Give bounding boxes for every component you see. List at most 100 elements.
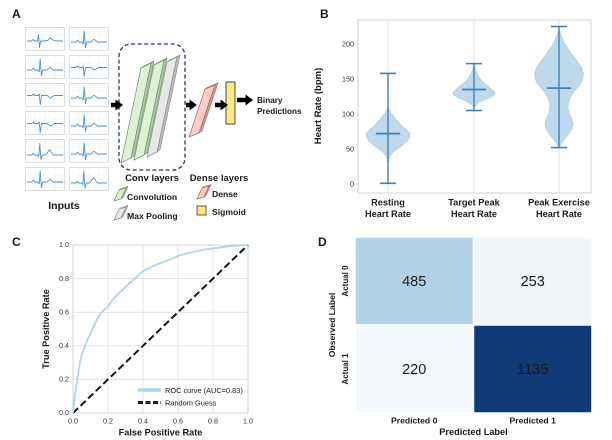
- panel-b-violin-plot: B 0 50 100 150 200 Heart Rate (bpm) Rest…: [313, 7, 592, 220]
- ecg-thumbnail: [25, 167, 65, 191]
- y-axis-title: True Positive Rate: [41, 289, 51, 369]
- maxpool-layer-slab: [146, 54, 181, 158]
- svg-text:0.0: 0.0: [59, 408, 69, 417]
- ecg-thumbnail: [69, 167, 109, 191]
- panel-c-label: C: [12, 235, 21, 249]
- flow-arrow-icon: [237, 94, 253, 106]
- sigmoid-legend-icon: [196, 205, 207, 216]
- dense-legend-icon: [196, 184, 212, 200]
- svg-text:0.8: 0.8: [208, 417, 218, 426]
- panel-a-label: A: [12, 7, 21, 21]
- legend-maxpooling-label: Max Pooling: [127, 211, 178, 221]
- cm-cell-0-0: [354, 236, 475, 326]
- ecg-thumbnail: [25, 83, 65, 107]
- output-label-line2: Predictions: [257, 107, 302, 116]
- roc-legend-label: ROC curve (AUC=0.83): [165, 386, 243, 395]
- y-axis-ticks: 0 50 100 150 200: [342, 40, 354, 189]
- svg-text:Heart Rate: Heart Rate: [365, 209, 411, 219]
- conv-layer-slab: [120, 60, 155, 164]
- svg-text:1.0: 1.0: [243, 417, 253, 426]
- col-label-predicted1: Predicted 1: [510, 416, 557, 426]
- ecg-thumbnail: [25, 55, 65, 79]
- panel-d-confusion-matrix: D 485 253 220 1135 Actual 0 Actual 1 Obs…: [318, 235, 593, 437]
- maxpooling-legend-icon: [113, 205, 129, 221]
- ecg-thumbnail: [69, 55, 109, 79]
- svg-text:0.4: 0.4: [138, 417, 148, 426]
- legend-convolution-label: Convolution: [127, 192, 177, 202]
- svg-text:0.0: 0.0: [68, 417, 78, 426]
- random-guess-legend-label: Random Guess: [165, 399, 217, 408]
- cm-value-0-0: 485: [402, 274, 426, 290]
- cm-cell-1-1: [472, 324, 593, 414]
- legend-layer-icons: [113, 184, 212, 221]
- svg-text:Target Peak: Target Peak: [448, 198, 500, 208]
- cm-cell-0-1: [472, 236, 593, 326]
- cm-value-0-1: 253: [521, 274, 545, 290]
- flow-arrow-icon: [186, 99, 197, 111]
- svg-text:Resting: Resting: [371, 198, 405, 208]
- ecg-thumbnail: [69, 83, 109, 107]
- row-label-actual0: Actual 0: [341, 265, 350, 297]
- cm-cell-1-0: [354, 324, 475, 414]
- svg-text:Heart Rate: Heart Rate: [536, 209, 582, 219]
- violin: [534, 25, 584, 149]
- svg-text:0: 0: [350, 180, 354, 189]
- y-axis-title: Heart Rate (bpm): [313, 68, 324, 145]
- convolution-legend-icon: [113, 186, 129, 202]
- flow-arrows: [111, 94, 253, 111]
- y-axis-title: Observed Label: [327, 293, 337, 357]
- ecg-thumbnail: [25, 139, 65, 163]
- svg-text:0.2: 0.2: [59, 375, 69, 384]
- panel-b-label: B: [320, 7, 329, 21]
- svg-text:Peak Exercise: Peak Exercise: [528, 198, 590, 208]
- ecg-thumbnail: [25, 27, 65, 51]
- sigmoid-layer-bar: [225, 81, 236, 125]
- svg-text:0.6: 0.6: [173, 417, 183, 426]
- legend-sigmoid-label: Sigmoid: [212, 207, 246, 217]
- dense-layers-caption: Dense layers: [190, 173, 249, 184]
- cm-value-1-0: 220: [402, 362, 426, 378]
- svg-text:100: 100: [342, 110, 354, 119]
- x-axis-title: False Positive Rate: [119, 428, 203, 438]
- svg-text:0.2: 0.2: [103, 417, 113, 426]
- panel-a-architecture-diagram: A Inputs Conv layers Dense layers Binary…: [12, 7, 302, 221]
- layer-slabs: [120, 54, 219, 164]
- random-guess-line: [72, 244, 249, 414]
- svg-text:150: 150: [342, 75, 354, 84]
- category-labels: Resting Heart Rate Target Peak Heart Rat…: [365, 198, 590, 220]
- architecture-legend: Convolution Max Pooling Dense Sigmoid: [113, 184, 246, 221]
- panel-c-roc-plot: C 0.0 0.2 0.4 0.6 0.8 1.0 0.0 0.2 0.4 0.…: [12, 235, 253, 438]
- violin: [365, 72, 411, 185]
- svg-text:0.6: 0.6: [59, 307, 69, 316]
- panel-d-label: D: [318, 235, 327, 249]
- row-label-actual1: Actual 1: [341, 353, 350, 385]
- ecg-input-thumbnails: [25, 27, 109, 191]
- svg-text:50: 50: [346, 145, 354, 154]
- svg-text:200: 200: [342, 40, 354, 49]
- flow-arrow-icon: [215, 99, 228, 111]
- ecg-thumbnail: [69, 111, 109, 135]
- roc-legend: ROC curve (AUC=0.83) Random Guess: [138, 386, 243, 408]
- svg-text:0.8: 0.8: [59, 274, 69, 283]
- conv-layers-caption: Conv layers: [125, 173, 179, 184]
- svg-text:Heart Rate: Heart Rate: [451, 209, 497, 219]
- svg-text:0.4: 0.4: [59, 341, 69, 350]
- conv-layer-slab: [133, 57, 168, 161]
- violin: [452, 62, 496, 112]
- inputs-caption: Inputs: [48, 200, 80, 212]
- cm-value-1-1: 1135: [517, 362, 548, 378]
- confusion-matrix-cells: 485 253 220 1135: [354, 236, 593, 414]
- violin-shapes: [365, 25, 584, 185]
- flow-arrow-icon: [111, 99, 123, 111]
- ecg-thumbnail: [25, 111, 65, 135]
- col-label-predicted0: Predicted 0: [391, 416, 438, 426]
- roc-gridlines: [73, 245, 248, 413]
- x-axis-ticks: 0.0 0.2 0.4 0.6 0.8 1.0: [68, 417, 253, 426]
- ecg-thumbnail: [69, 27, 109, 51]
- roc-curve-line: [72, 244, 249, 414]
- svg-text:1.0: 1.0: [59, 240, 69, 249]
- y-axis-ticks: 0.0 0.2 0.4 0.6 0.8 1.0: [59, 240, 69, 417]
- dense-layer-slab: [188, 82, 219, 138]
- x-axis-title: Predicted Label: [439, 427, 507, 437]
